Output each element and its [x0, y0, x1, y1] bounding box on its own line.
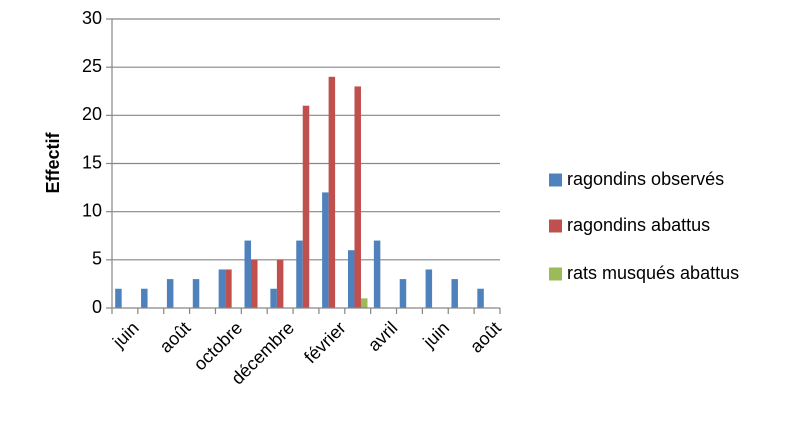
bar	[477, 288, 484, 308]
bar	[302, 105, 310, 308]
bar	[276, 259, 284, 308]
bar	[115, 288, 122, 308]
bar	[296, 240, 303, 308]
bar	[360, 298, 368, 308]
y-axis-ticks: 0 5 10 15 20 25 30	[82, 8, 112, 317]
bar	[141, 288, 148, 308]
legend: ragondins observés ragondins abattus rats …	[549, 169, 739, 283]
bar	[225, 269, 232, 308]
bar	[328, 76, 336, 308]
bar	[399, 279, 407, 308]
axes	[111, 19, 500, 309]
y-tick-label: 25	[82, 56, 102, 76]
bar	[251, 259, 258, 308]
legend-label: ragondins observés	[567, 169, 724, 189]
y-tick-label: 30	[82, 8, 102, 28]
y-tick-label: 0	[92, 297, 102, 317]
y-tick-label: 10	[82, 200, 102, 220]
bar	[244, 240, 252, 308]
bar	[322, 192, 329, 308]
bar	[354, 86, 361, 308]
y-tick-label: 20	[82, 104, 102, 124]
bar	[270, 288, 277, 308]
y-tick-label: 5	[92, 249, 102, 269]
x-tick-label: avril	[364, 318, 401, 355]
y-tick-label: 15	[82, 152, 102, 172]
bar	[373, 240, 381, 308]
x-tick-label: août	[466, 318, 505, 357]
x-tick-label: juin	[108, 318, 143, 353]
y-axis-label: Effectif	[43, 131, 63, 193]
bar	[425, 269, 433, 308]
x-tick-label: février	[300, 318, 350, 368]
legend-label: rats musqués abattus	[567, 263, 739, 283]
x-tick-label: août	[156, 318, 195, 357]
legend-swatch	[549, 173, 562, 187]
bar	[218, 269, 226, 308]
legend-label: ragondins abattus	[567, 215, 710, 235]
bars	[115, 76, 484, 308]
bar	[347, 250, 355, 308]
legend-swatch	[549, 219, 562, 233]
bar	[451, 279, 458, 308]
legend-swatch	[549, 267, 562, 281]
bar	[166, 279, 174, 308]
x-tick-label: juin	[419, 318, 454, 353]
bar	[192, 279, 200, 308]
